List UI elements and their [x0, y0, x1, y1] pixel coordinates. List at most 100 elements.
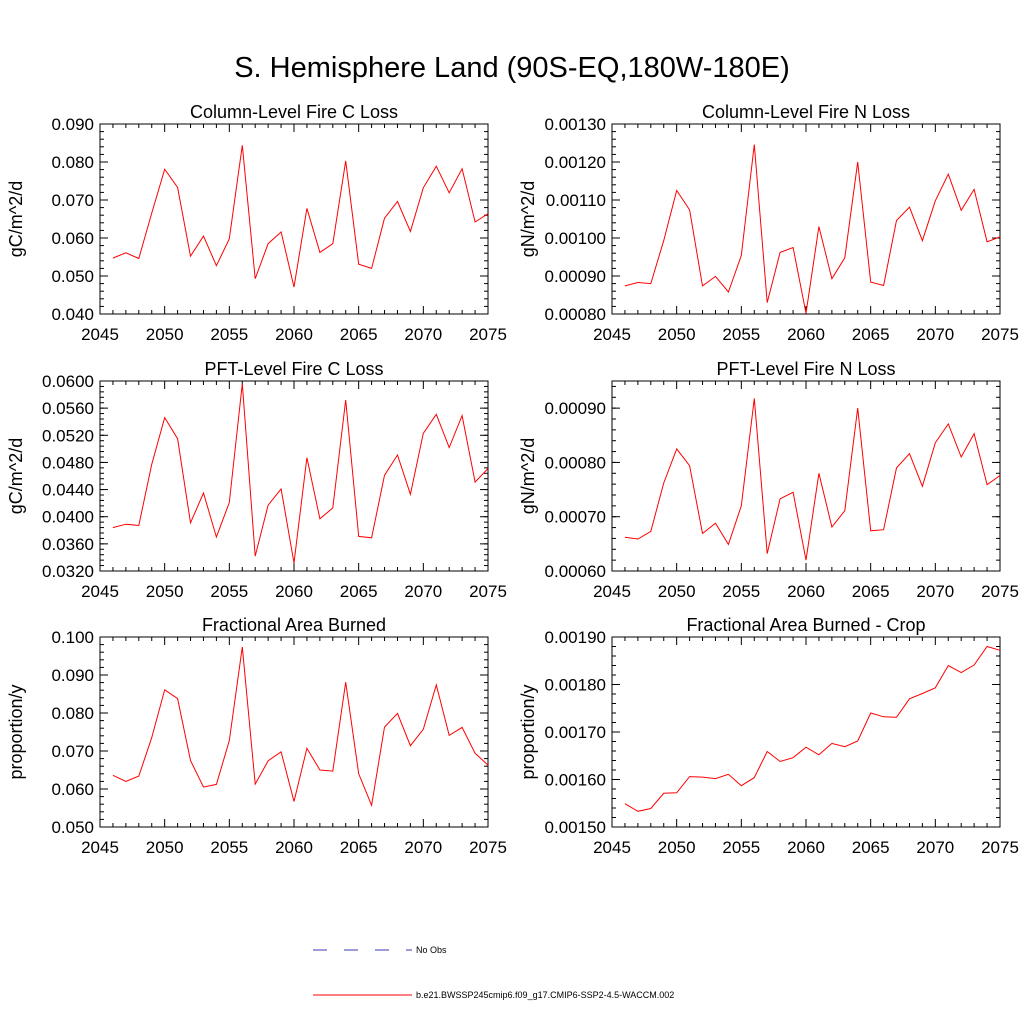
y-tick-label: 0.060 [51, 229, 94, 248]
y-tick-label: 0.00150 [545, 818, 606, 837]
x-tick-label: 2075 [469, 325, 507, 344]
chart-panel-4: PFT-Level Fire N Loss gN/m^2/d 2045 2050 205… [518, 359, 1019, 601]
legend-model-label: b.e21.BWSSP245cmip6.f09_g17.CMIP6-SSP2-4… [416, 990, 674, 1000]
panel-title: PFT-Level Fire N Loss [716, 359, 895, 379]
plot-frame [99, 636, 489, 828]
y-axis-label: gC/m^2/d [6, 181, 26, 257]
y-tick-label: 0.00060 [545, 562, 606, 581]
plot-frame [611, 636, 1001, 828]
y-tick-label: 0.080 [51, 153, 94, 172]
y-tick-label: 0.050 [51, 818, 94, 837]
y-tick-label: 0.070 [51, 191, 94, 210]
x-tick-label: 2070 [916, 838, 954, 857]
series-line-1 [112, 145, 489, 288]
series-line-1 [624, 398, 1001, 561]
x-tick-label: 2070 [916, 582, 954, 601]
x-tick-label: 2045 [81, 582, 119, 601]
y-tick-label: 0.070 [51, 742, 94, 761]
panel-title: Column-Level Fire N Loss [702, 102, 910, 122]
x-tick-label: 2055 [722, 582, 760, 601]
y-tick-label: 0.050 [51, 267, 94, 286]
panel-title: PFT-Level Fire C Loss [204, 359, 383, 379]
figure-title: S. Hemisphere Land (90S-EQ,180W-180E) [234, 52, 790, 84]
x-tick-label: 2060 [275, 325, 313, 344]
x-tick-label: 2070 [404, 582, 442, 601]
chart-panels: Column-Level Fire C Loss gC/m^2/d 2045 2050… [6, 102, 1019, 857]
y-tick-label: 0.00170 [545, 723, 606, 742]
y-tick-label: 0.00110 [546, 191, 606, 210]
x-tick-label: 2050 [658, 838, 696, 857]
x-tick-label: 2065 [340, 582, 378, 601]
panel-title: Fractional Area Burned - Crop [686, 615, 925, 635]
y-axis-label: proportion/y [6, 684, 26, 779]
x-tick-label: 2060 [275, 582, 313, 601]
series-line-1 [112, 646, 489, 808]
x-tick-label: 2065 [340, 325, 378, 344]
plot-frame [611, 123, 1001, 315]
x-tick-label: 2060 [787, 325, 825, 344]
y-tick-label: 0.100 [51, 628, 94, 647]
x-tick-label: 2055 [210, 838, 248, 857]
y-tick-label: 0.0440 [42, 481, 94, 500]
x-tick-label: 2075 [981, 325, 1019, 344]
x-tick-label: 2055 [722, 325, 760, 344]
panel-title: Fractional Area Burned [202, 615, 386, 635]
x-tick-label: 2065 [852, 838, 890, 857]
legend: No Obs b.e21.BWSSP245cmip6.f09_g17.CMIP6… [313, 945, 674, 1000]
x-tick-label: 2050 [146, 838, 184, 857]
x-tick-label: 2075 [469, 582, 507, 601]
x-tick-label: 2075 [981, 582, 1019, 601]
x-tick-label: 2045 [81, 325, 119, 344]
y-tick-label: 0.0360 [42, 535, 94, 554]
y-tick-label: 0.090 [51, 666, 94, 685]
y-axis-label: gN/m^2/d [518, 181, 538, 257]
y-tick-label: 0.00090 [545, 267, 606, 286]
y-tick-label: 0.00190 [545, 628, 606, 647]
y-tick-label: 0.0560 [42, 399, 94, 418]
x-tick-label: 2055 [722, 838, 760, 857]
y-tick-label: 0.090 [51, 115, 94, 134]
x-tick-label: 2065 [852, 325, 890, 344]
x-tick-label: 2070 [404, 325, 442, 344]
chart-panel-3: PFT-Level Fire C Loss gC/m^2/d 2045 2050 205… [6, 359, 507, 601]
x-tick-label: 2045 [593, 838, 631, 857]
y-tick-label: 0.080 [51, 704, 94, 723]
series-line-1 [624, 144, 1001, 314]
plot-frame [99, 380, 489, 572]
x-tick-label: 2065 [340, 838, 378, 857]
panel-title: Column-Level Fire C Loss [190, 102, 398, 122]
x-tick-label: 2060 [787, 582, 825, 601]
y-tick-label: 0.00080 [545, 305, 606, 324]
x-tick-label: 2050 [658, 582, 696, 601]
y-tick-label: 0.00080 [545, 453, 606, 472]
y-axis-label: proportion/y [518, 684, 538, 779]
y-tick-label: 0.060 [51, 780, 94, 799]
y-tick-label: 0.0400 [42, 508, 94, 527]
y-tick-label: 0.0480 [42, 453, 94, 472]
chart-panel-6: Fractional Area Burned - Crop proportion/… [518, 615, 1019, 857]
y-axis-label: gC/m^2/d [6, 438, 26, 514]
x-tick-label: 2045 [81, 838, 119, 857]
x-tick-label: 2050 [658, 325, 696, 344]
y-tick-label: 0.040 [51, 305, 94, 324]
x-tick-label: 2060 [787, 838, 825, 857]
x-tick-label: 2070 [404, 838, 442, 857]
x-tick-label: 2045 [593, 582, 631, 601]
x-tick-label: 2075 [981, 838, 1019, 857]
chart-panel-1: Column-Level Fire C Loss gC/m^2/d 2045 2050… [6, 102, 507, 344]
y-tick-label: 0.0320 [42, 562, 94, 581]
y-tick-label: 0.00070 [545, 508, 606, 527]
y-tick-label: 0.00090 [545, 399, 606, 418]
y-tick-label: 0.00130 [545, 115, 606, 134]
y-tick-label: 0.0600 [42, 372, 94, 391]
plot-frame [611, 380, 1001, 572]
y-axis-label: gN/m^2/d [518, 438, 538, 514]
x-tick-label: 2050 [146, 325, 184, 344]
y-tick-label: 0.00180 [545, 676, 606, 695]
x-tick-label: 2060 [275, 838, 313, 857]
legend-obs-label: No Obs [416, 945, 447, 955]
y-tick-label: 0.0520 [42, 426, 94, 445]
series-line-1 [112, 383, 489, 563]
x-tick-label: 2070 [916, 325, 954, 344]
